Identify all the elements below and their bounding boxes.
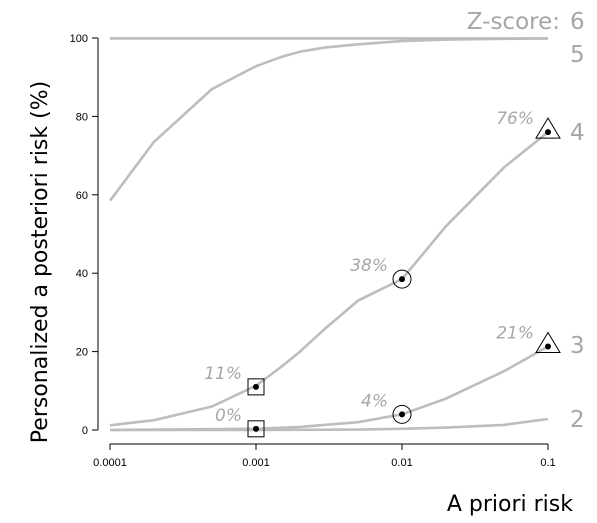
y-axis-title: Personalized a posteriori risk (%) [28,81,53,443]
data-point [253,383,259,390]
data-point [399,276,405,283]
x-axis-title: A priori risk [447,492,573,517]
x-tick-label: 0.001 [242,457,270,469]
circle-marker [392,269,412,289]
y-tick-label: 80 [76,111,88,123]
y-tick-label: 100 [70,33,88,45]
circle-marker [392,404,412,424]
percent-label: 4% [361,391,388,411]
square-marker [247,378,265,396]
data-point [545,129,551,136]
markers [247,117,561,438]
z-score-label: 5 [570,42,585,68]
percent-label: 76% [496,109,534,129]
y-tick-label: 60 [76,190,88,202]
x-tick-label: 0.1 [540,457,555,469]
series-line-z3 [109,345,549,432]
percent-label: 0% [215,406,242,426]
y-tick-label: 40 [76,268,88,280]
z-score-label: 4 [570,120,585,146]
z-score-legend-title: Z-score: [467,9,560,35]
labels: 6 5 4 3 2 Z-score: 11% 0% 38% 4% 76% 21% [204,9,584,433]
x-tick-label: 0.0001 [93,457,127,469]
triangle-marker [535,117,561,139]
series-line-z4 [109,131,549,427]
y-tick-label: 20 [76,347,88,359]
data-point [253,425,259,432]
curves [108,37,549,432]
data-point [545,343,551,350]
percent-label: 21% [496,324,534,344]
y-tick-label: 0 [82,425,88,437]
square-marker [247,420,265,438]
percent-label: 38% [350,256,388,276]
z-score-label: 6 [570,9,585,35]
data-point [399,411,405,418]
triangle-marker [535,331,561,354]
percent-label: 11% [204,364,242,384]
axes: 0 20 40 60 80 100 0.0001 0.001 0.01 0.1 [70,33,556,469]
x-tick-label: 0.01 [391,457,412,469]
z-score-label: 3 [570,333,585,359]
series-line-z5 [108,37,549,202]
z-score-label: 2 [570,407,585,433]
